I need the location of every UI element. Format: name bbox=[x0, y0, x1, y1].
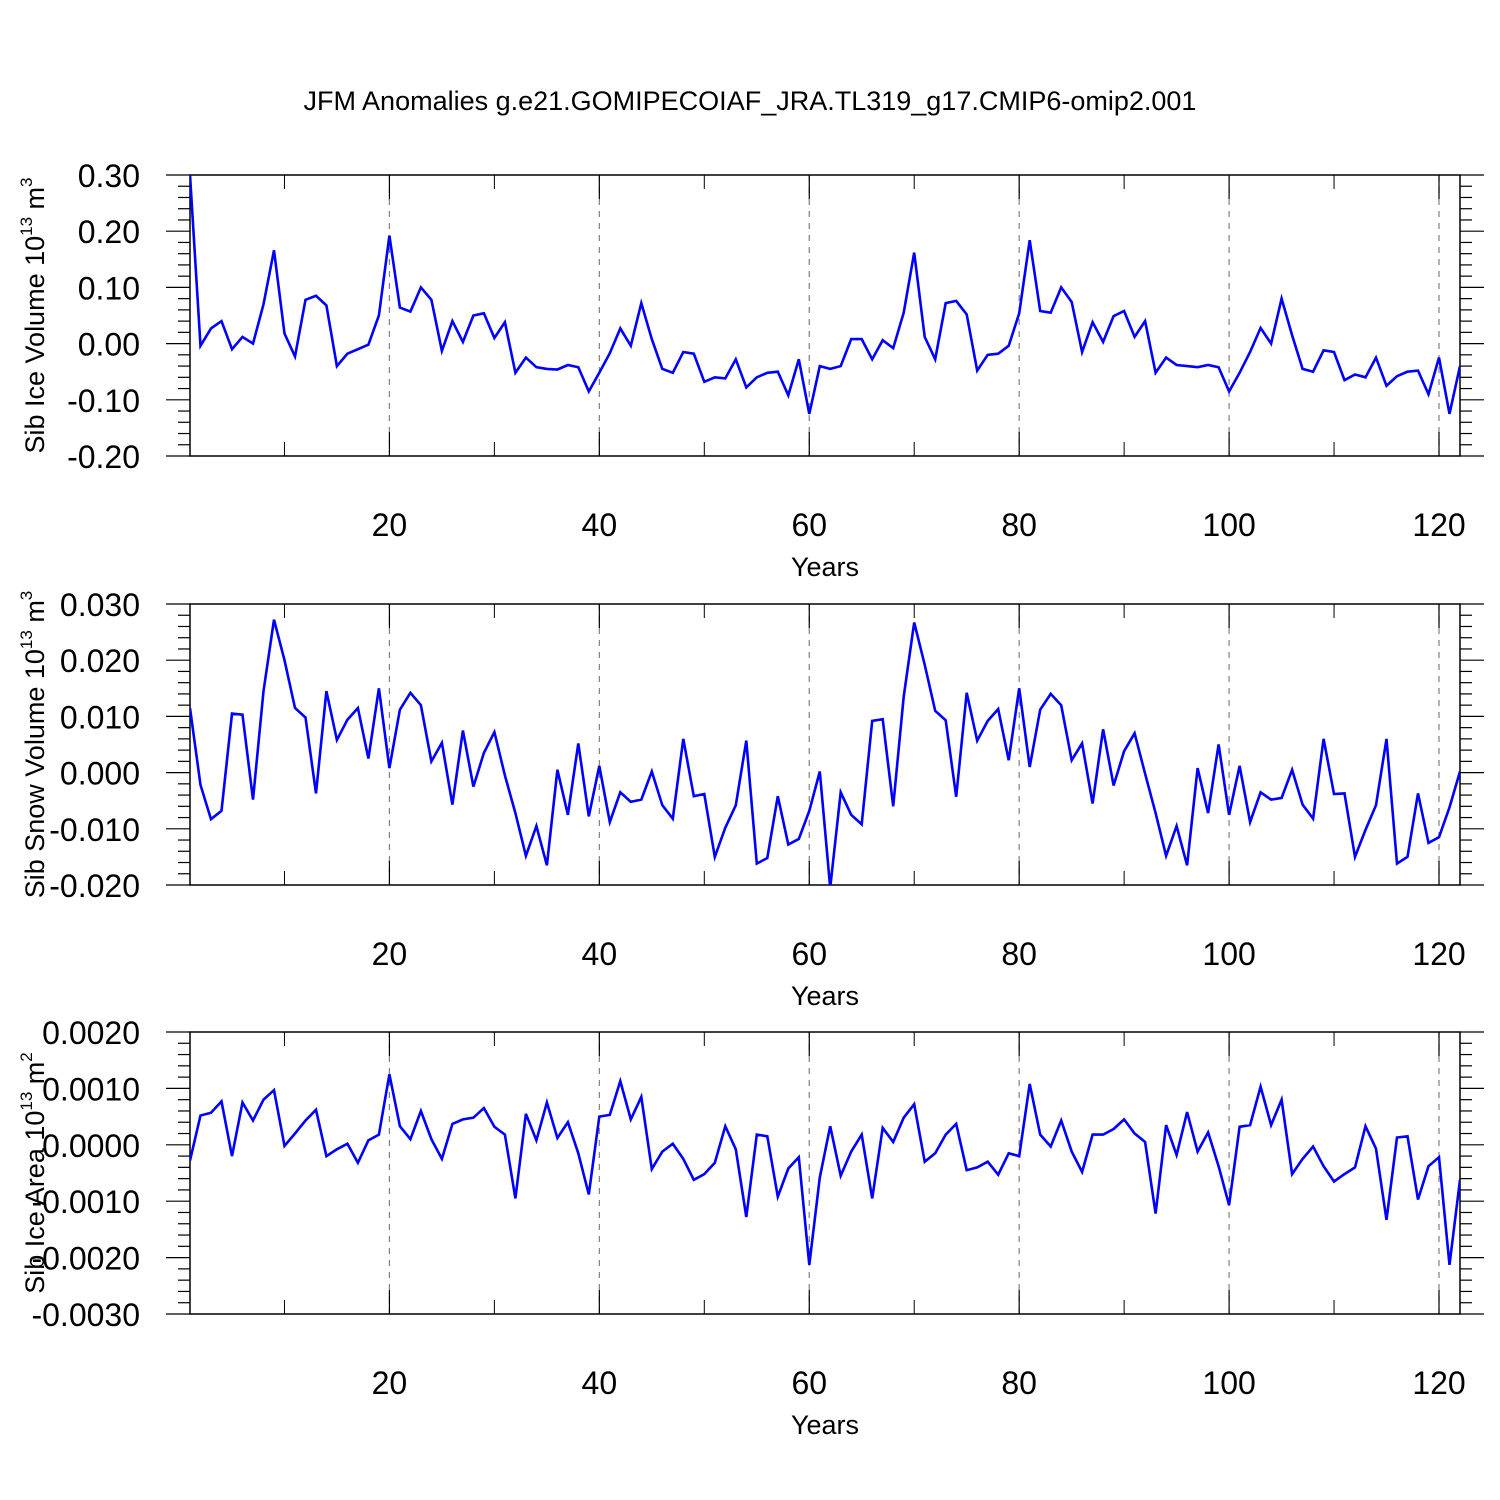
y-tick-label: 0.30 bbox=[78, 158, 140, 194]
x-tick-label: 40 bbox=[582, 507, 618, 543]
y-tick-label: 0.0000 bbox=[42, 1128, 140, 1164]
y-tick-label: 0.030 bbox=[60, 587, 140, 623]
x-tick-label: 60 bbox=[791, 1365, 827, 1401]
y-tick-label: 0.010 bbox=[60, 699, 140, 735]
y-tick-label: 0.0010 bbox=[42, 1071, 140, 1107]
panel-2: 20 40 60 80 100 120 0.030 0.020 0.010 0.000 -0.010… bbox=[17, 587, 1484, 1011]
x-tick-label: 100 bbox=[1202, 1365, 1255, 1401]
series-line bbox=[190, 619, 1460, 885]
x-tick-label: 100 bbox=[1202, 936, 1255, 972]
figure-title: JFM Anomalies g.e21.GOMIPECOIAF_JRA.TL31… bbox=[303, 86, 1197, 116]
y-axis-title: Sib Ice Volume 1013 m3 bbox=[17, 177, 50, 453]
y-tick-label: 0.000 bbox=[60, 756, 140, 792]
y-tick-label: -0.0020 bbox=[31, 1241, 140, 1277]
x-tick-label: 80 bbox=[1001, 507, 1037, 543]
x-tick-label: 20 bbox=[372, 507, 408, 543]
x-tick-label: 120 bbox=[1412, 1365, 1465, 1401]
x-axis-title: Years bbox=[791, 981, 859, 1011]
x-tick-label: 20 bbox=[372, 1365, 408, 1401]
series-line bbox=[190, 1074, 1460, 1266]
y-axis-title-unit: m bbox=[20, 187, 50, 217]
x-axis-title: Years bbox=[791, 1410, 859, 1440]
x-tick-label: 80 bbox=[1001, 1365, 1037, 1401]
y-tick-label: 0.0020 bbox=[42, 1015, 140, 1051]
plot-frame bbox=[189, 174, 1461, 457]
x-tick-label: 60 bbox=[791, 507, 827, 543]
y-tick-label: 0.00 bbox=[78, 327, 140, 363]
x-tick-label: 40 bbox=[582, 936, 618, 972]
panel-1: 20 40 60 80 100 120 0.30 0.20 0.10 0.00 -0.10 -0.20… bbox=[17, 158, 1484, 582]
y-axis-title-exponent: 13 bbox=[17, 1092, 36, 1111]
y-tick-label: -0.020 bbox=[49, 868, 140, 904]
y-axis-title-unit-exponent: 3 bbox=[17, 177, 36, 186]
y-tick-label: -0.0030 bbox=[31, 1297, 140, 1333]
y-axis-title-unit: m bbox=[20, 1062, 50, 1092]
y-tick-label: -0.20 bbox=[67, 439, 140, 475]
x-tick-label: 100 bbox=[1202, 507, 1255, 543]
y-tick-label: -0.0010 bbox=[31, 1184, 140, 1220]
y-axis-title-text: Sib Ice Volume 10 bbox=[20, 236, 50, 454]
x-axis-title: Years bbox=[791, 552, 859, 582]
y-axis-title-unit: m bbox=[20, 600, 50, 630]
y-axis-title-text: Sib Ice Area 10 bbox=[20, 1111, 50, 1294]
x-tick-label: 120 bbox=[1412, 936, 1465, 972]
y-axis-title: Sib Ice Area 1013 m2 bbox=[17, 1052, 50, 1294]
x-tick-label: 60 bbox=[791, 936, 827, 972]
y-axis-title-unit-exponent: 3 bbox=[17, 591, 36, 600]
x-tick-label: 80 bbox=[1001, 936, 1037, 972]
series-line bbox=[190, 175, 1460, 415]
plot-frame bbox=[189, 603, 1461, 886]
y-tick-label: 0.20 bbox=[78, 214, 140, 250]
x-tick-label: 20 bbox=[372, 936, 408, 972]
y-axis-title-exponent: 13 bbox=[17, 217, 36, 236]
x-tick-label: 120 bbox=[1412, 507, 1465, 543]
y-tick-label: -0.010 bbox=[49, 812, 140, 848]
y-axis-title-text: Sib Snow Volume 10 bbox=[20, 649, 50, 898]
y-axis-title: Sib Snow Volume 1013 m3 bbox=[17, 591, 50, 899]
y-tick-label: 0.10 bbox=[78, 270, 140, 306]
panel-3: 20 40 60 80 100 120 0.0020 0.0010 0.0000 -0.0010 -… bbox=[17, 1015, 1484, 1440]
y-axis-title-unit-exponent: 2 bbox=[17, 1052, 36, 1061]
x-tick-label: 40 bbox=[582, 1365, 618, 1401]
plot-frame bbox=[189, 1031, 1461, 1315]
y-axis-title-exponent: 13 bbox=[17, 630, 36, 649]
y-tick-label: -0.10 bbox=[67, 383, 140, 419]
y-tick-label: 0.020 bbox=[60, 643, 140, 679]
